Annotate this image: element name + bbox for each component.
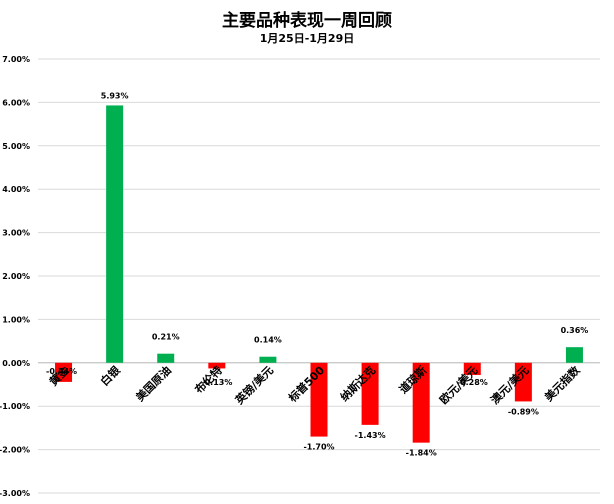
data-label: -1.70%	[303, 443, 334, 452]
y-tick-label: 1.00%	[2, 315, 30, 324]
bar	[157, 353, 175, 363]
gridlines	[38, 58, 600, 494]
bar	[310, 362, 328, 437]
data-label: 0.14%	[254, 336, 282, 345]
y-tick-label: 0.00%	[2, 359, 30, 368]
y-tick-label: -3.00%	[0, 489, 30, 498]
bar	[514, 362, 532, 402]
data-label: 0.21%	[152, 333, 180, 342]
y-tick-label: -1.00%	[0, 402, 30, 411]
data-label: 5.93%	[101, 91, 129, 100]
data-label: -0.28%	[457, 378, 488, 387]
bar	[106, 105, 124, 363]
bar	[361, 362, 379, 425]
data-label: 0.36%	[561, 326, 589, 335]
bar	[565, 347, 583, 363]
bar	[55, 362, 73, 382]
bar	[463, 362, 481, 375]
category-label: 美元指数	[542, 362, 584, 404]
y-tick-label: 6.00%	[2, 98, 30, 107]
chart-title: 主要品种表现一周回顾	[222, 11, 392, 31]
data-labels: -0.44% 5.93% 0.21% -0.13% 0.14% -1.70% -1.43% -…	[46, 91, 588, 457]
category-label: 白银	[97, 362, 123, 388]
y-tick-label: 7.00%	[2, 55, 30, 64]
data-label: -0.89%	[508, 407, 539, 416]
y-tick-label: 4.00%	[2, 185, 30, 194]
data-label: -1.84%	[406, 449, 437, 458]
y-tick-label: 5.00%	[2, 142, 30, 151]
category-label: 美国原油	[133, 363, 174, 404]
data-label: -0.13%	[201, 378, 232, 387]
chart-subtitle: 1月25日-1月29日	[259, 32, 355, 45]
bars	[55, 105, 583, 443]
bar	[259, 356, 277, 363]
y-tick-label: 2.00%	[2, 272, 30, 281]
y-tick-label: -2.00%	[0, 446, 30, 455]
y-tick-label: 3.00%	[2, 229, 30, 238]
data-label: -0.44%	[46, 367, 77, 376]
y-axis: 7.00% 6.00% 5.00% 4.00% 3.00% 2.00% 1.00% 0.00%…	[0, 55, 30, 498]
bar	[208, 362, 226, 369]
bar	[412, 362, 430, 443]
data-label: -1.43%	[355, 431, 386, 440]
category-label: 英镑/美元	[231, 363, 276, 408]
